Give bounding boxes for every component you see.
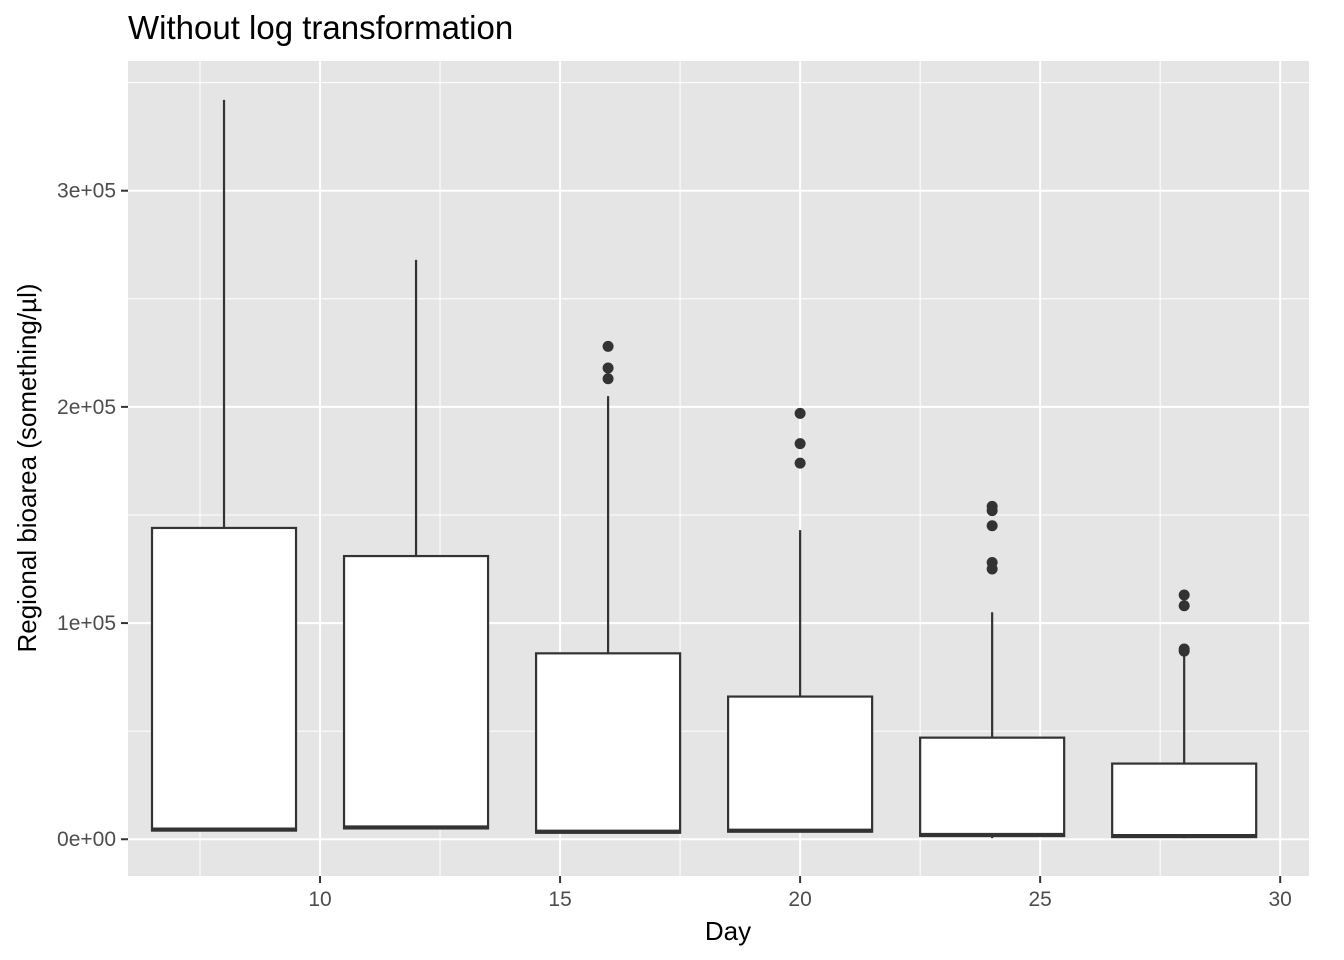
y-tick-label: 0e+00 [57,828,116,851]
x-tick-label: 30 [1269,888,1292,911]
box-day-12 [342,259,490,830]
outlier-point [986,500,998,512]
x-tick-label: 15 [548,888,571,911]
box-iqr [727,695,874,833]
outlier-point [794,438,806,450]
y-tick-label: 3e+05 [57,180,116,203]
chart-title: Without log transformation [128,9,513,46]
outlier-point [794,457,806,469]
plot-panel [128,61,1309,876]
box-day-8 [150,99,298,832]
box-day-24 [919,500,1066,839]
x-tick-label: 10 [308,888,331,911]
box-iqr [919,736,1066,838]
box-iqr [150,526,298,832]
outlier-point [986,557,998,569]
box-iqr [342,554,490,830]
x-tick-label: 20 [788,888,811,911]
y-axis: 0e+00 1e+05 2e+05 3e+05 [57,180,128,851]
outlier-point [1178,600,1190,612]
outlier-point [602,340,614,352]
x-tick-label: 25 [1028,888,1051,911]
outlier-point [1178,589,1190,601]
y-tick-label: 2e+05 [57,396,116,419]
box-iqr [1111,762,1258,839]
outlier-point [986,520,998,532]
x-axis-title: Day [705,916,751,946]
box-day-20 [727,407,874,833]
box-day-28 [1111,589,1258,839]
grid-minor [128,61,1309,876]
x-axis: 10 15 20 25 30 [308,876,1292,911]
outlier-point [602,362,614,374]
box-iqr [534,652,682,834]
box-day-16 [534,340,682,834]
y-axis-title: Regional bioarea (something/µl) [12,283,42,652]
outlier-point [1178,643,1190,655]
outlier-point [794,407,806,419]
y-tick-label: 1e+05 [57,612,116,635]
outlier-point [602,373,614,385]
box-series [150,99,1258,839]
